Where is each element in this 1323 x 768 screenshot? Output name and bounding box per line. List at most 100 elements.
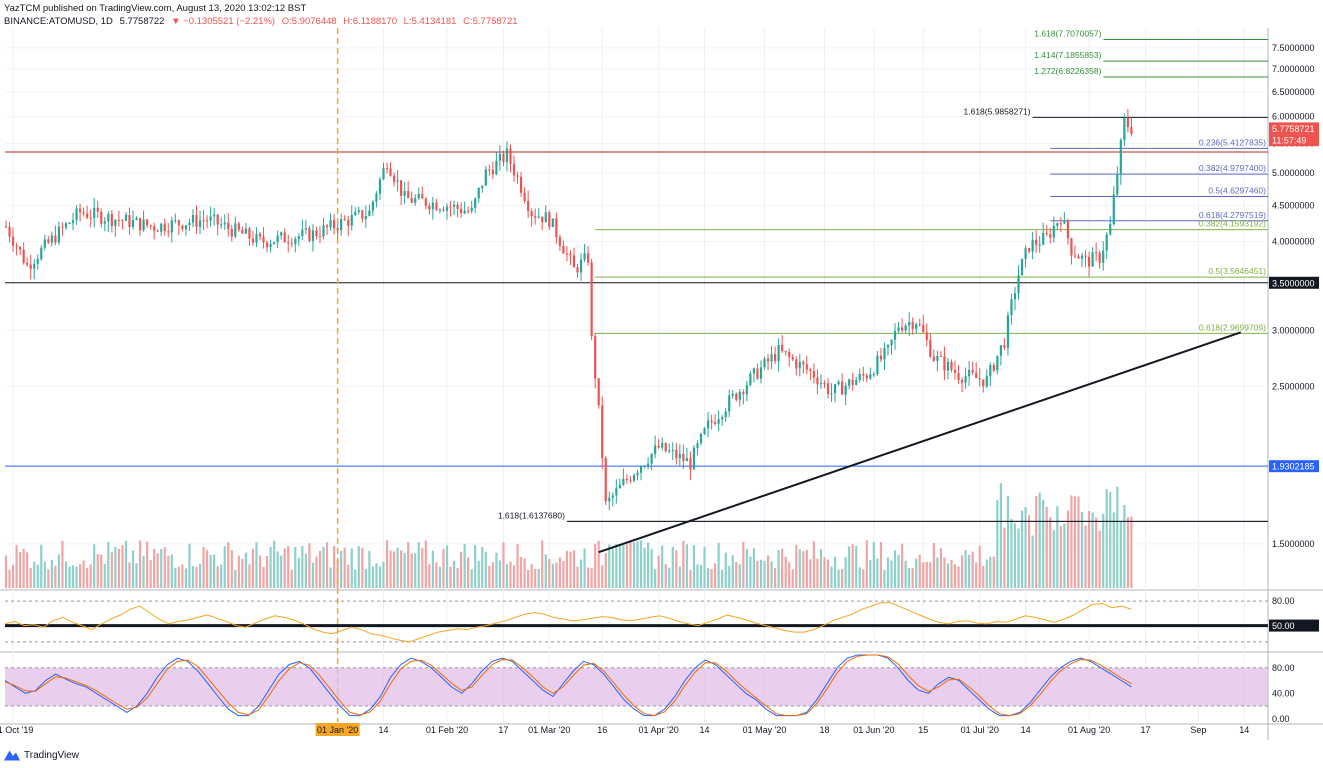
candle-body xyxy=(735,393,738,400)
volume-bar xyxy=(643,547,646,588)
volume-bar xyxy=(142,555,145,588)
volume-bar xyxy=(114,547,117,588)
volume-bar xyxy=(392,551,396,588)
volume-bar xyxy=(460,551,463,588)
candle-body xyxy=(805,364,808,370)
volume-bar xyxy=(1042,499,1045,588)
volume-bar xyxy=(156,553,159,588)
candle-body xyxy=(802,361,805,365)
volume-bar xyxy=(717,542,720,588)
candle-body xyxy=(869,374,872,379)
candle-body xyxy=(897,327,900,331)
candle-body xyxy=(403,191,406,196)
volume-bar xyxy=(82,560,85,588)
candle-body xyxy=(273,242,276,244)
volume-bar xyxy=(315,556,318,588)
candle-body xyxy=(340,219,343,231)
volume-bar xyxy=(583,548,586,588)
volume-bar xyxy=(1056,506,1059,588)
candle-body xyxy=(943,356,946,371)
volume-bar xyxy=(671,546,674,588)
volume-bar xyxy=(198,563,202,588)
candle-body xyxy=(682,453,685,462)
candle-body xyxy=(1006,315,1010,348)
volume-bar xyxy=(340,550,343,588)
volume-bar xyxy=(879,541,883,588)
candle-body xyxy=(664,443,667,452)
candle-body xyxy=(629,479,632,481)
volume-bar xyxy=(36,564,39,588)
candle-body xyxy=(548,212,551,227)
volume-bar xyxy=(89,564,92,588)
volume-bar xyxy=(431,550,434,588)
candle-body xyxy=(488,169,491,171)
candle-body xyxy=(992,364,995,371)
volume-bar xyxy=(488,565,491,588)
candle-body xyxy=(668,450,671,452)
candle-body xyxy=(915,324,918,329)
volume-bar xyxy=(452,560,456,588)
volume-bar xyxy=(661,545,664,588)
x-tick-2: 14 xyxy=(378,725,388,735)
candle-body xyxy=(608,497,611,502)
candle-body xyxy=(1116,174,1119,195)
candle-body xyxy=(428,205,431,210)
candle-body xyxy=(318,236,322,238)
candle-body xyxy=(255,233,258,243)
volume-bar xyxy=(830,566,833,588)
volume-bar xyxy=(294,546,297,588)
volume-bar xyxy=(371,566,374,588)
candle-body xyxy=(26,262,29,265)
volume-bar xyxy=(512,565,516,588)
volume-bar xyxy=(893,550,897,588)
volume-bar xyxy=(209,555,212,588)
candle-body xyxy=(89,217,92,219)
x-tick-4: 17 xyxy=(498,725,508,735)
candle-body xyxy=(414,198,417,203)
volume-bar xyxy=(1020,510,1024,588)
candle-body xyxy=(759,367,763,379)
candle-body xyxy=(498,153,502,161)
volume-bar xyxy=(64,561,68,588)
candle-body xyxy=(512,163,516,176)
fib-label-5: 0.382(4.9797400) xyxy=(1199,163,1266,173)
volume-bar xyxy=(445,545,449,588)
candle-body xyxy=(1105,234,1108,251)
volume-bar xyxy=(844,557,847,588)
candle-body xyxy=(685,458,688,462)
volume-bar xyxy=(735,561,738,588)
volume-bar xyxy=(287,546,290,588)
candle-body xyxy=(618,484,621,489)
candle-body xyxy=(632,475,636,481)
candle-body xyxy=(1066,220,1070,239)
candle-body xyxy=(230,228,233,237)
volume-bar xyxy=(629,541,632,588)
candle-body xyxy=(763,358,766,368)
candle-body xyxy=(957,373,960,380)
candle-body xyxy=(706,420,710,429)
candle-body xyxy=(1035,239,1038,245)
candle-body xyxy=(209,216,212,221)
volume-bar xyxy=(1119,521,1122,588)
candle-body xyxy=(304,228,307,230)
volume-bar xyxy=(590,568,593,588)
volume-bar xyxy=(562,561,565,588)
x-tick-6: 16 xyxy=(597,725,607,735)
candle-body xyxy=(932,356,935,361)
volume-bar xyxy=(664,564,667,588)
candle-body xyxy=(54,235,57,243)
volume-bar xyxy=(579,559,583,588)
candle-body xyxy=(996,355,999,371)
volume-bar xyxy=(968,554,971,588)
candle-body xyxy=(960,379,964,383)
volume-bar xyxy=(407,542,410,588)
candle-body xyxy=(724,411,727,418)
volume-bar xyxy=(301,546,304,588)
volume-bar xyxy=(283,548,286,588)
candle-body xyxy=(205,220,209,222)
volume-bar xyxy=(474,545,477,588)
candle-body xyxy=(1017,275,1020,294)
volume-bar xyxy=(1102,513,1105,588)
volume-bar xyxy=(54,565,57,588)
